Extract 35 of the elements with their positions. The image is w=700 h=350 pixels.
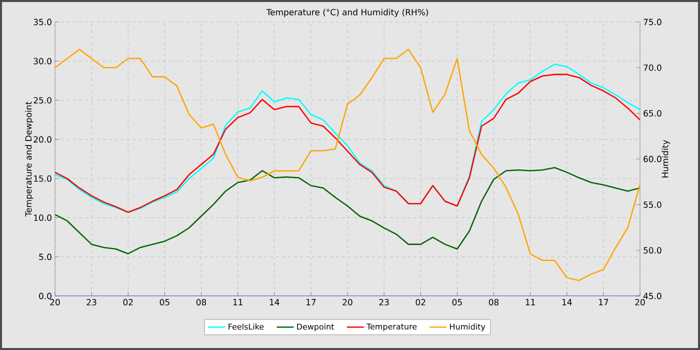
x-tick-label: 11 <box>233 299 242 306</box>
x-tick-label: 17 <box>598 299 608 306</box>
y-tick-label: 25.0 <box>34 97 52 104</box>
x-tick-label: 08 <box>488 299 499 306</box>
x-tick-label: 20 <box>635 299 645 306</box>
x-tick-label: 02 <box>123 299 133 306</box>
x-tick-label: 05 <box>452 299 462 306</box>
x-tick-label: 05 <box>160 299 170 306</box>
y-axis-title: Temperature and Dewpoint <box>25 102 34 217</box>
y2-tick-label: 75.0 <box>644 18 662 26</box>
y2-axis-title: Humidity <box>662 140 670 178</box>
x-tick-label: 20 <box>50 299 60 306</box>
x-tick-label: 14 <box>270 299 280 306</box>
y-tick-label: 35.0 <box>34 18 52 26</box>
x-tick-label: 20 <box>342 299 352 306</box>
y-tick-label: 15.0 <box>34 175 52 182</box>
x-tick-label: 23 <box>379 299 389 306</box>
x-tick-label: 23 <box>86 299 96 306</box>
y2-tick-label: 50.0 <box>644 247 662 254</box>
y-tick-label: 0.0 <box>39 292 52 300</box>
y2-tick-label: 45.0 <box>643 292 662 300</box>
chart-title: Temperature (°C) and Humidity (RH%) <box>266 8 428 18</box>
x-tick-label: 08 <box>196 299 206 306</box>
x-tick-label: 17 <box>306 299 316 306</box>
y-tick-label: 10.0 <box>34 214 52 221</box>
y2-tick-label: 60.0 <box>644 156 662 162</box>
x-tick-label: 11 <box>526 299 535 306</box>
y-tick-label: 30.0 <box>34 58 52 64</box>
y2-tick-label: 70.0 <box>644 64 662 71</box>
y-tick-label: 20.0 <box>34 136 52 143</box>
y2-tick-label: 55.0 <box>644 201 662 208</box>
x-tick-label: 02 <box>416 299 426 306</box>
y-tick-label: 5.0 <box>39 254 52 260</box>
y2-tick-label: 65.0 <box>644 110 662 117</box>
x-tick-label: 14 <box>562 299 572 306</box>
